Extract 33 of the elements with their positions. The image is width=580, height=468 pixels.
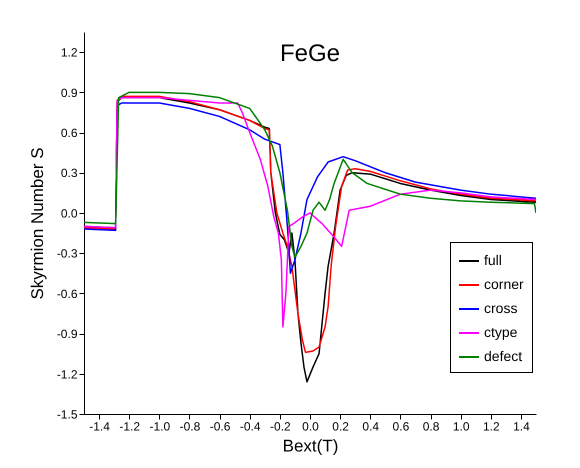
x-tick-label: -1.0 <box>149 420 170 434</box>
y-tick-label: 0.0 <box>60 206 78 220</box>
y-tick-label: -1.2 <box>56 367 78 382</box>
y-tick-label: 0.9 <box>60 86 78 100</box>
x-tick-label: -1.2 <box>119 420 140 434</box>
x-tick-label: 0.2 <box>332 420 350 434</box>
legend-label: full <box>484 252 502 268</box>
x-tick-label: -1.4 <box>89 420 110 434</box>
x-tick-label: -0.4 <box>240 420 261 434</box>
y-tick-label: -0.3 <box>56 246 78 261</box>
y-tick-label: 0.3 <box>60 166 78 180</box>
x-tick-label: 1.0 <box>452 420 470 434</box>
x-tick-label: 0.0 <box>302 420 320 434</box>
x-tick-label: 0.4 <box>362 420 380 434</box>
chart-title: FeGe <box>280 40 340 67</box>
x-tick-label: -0.6 <box>210 420 231 434</box>
legend-label: corner <box>484 276 524 292</box>
x-tick-label: 1.4 <box>513 420 530 434</box>
y-tick-label: 1.2 <box>60 46 78 60</box>
y-tick-label: -0.6 <box>56 286 78 301</box>
x-tick-label: -0.8 <box>180 420 201 434</box>
x-axis-title: Bext(T) <box>282 436 338 456</box>
y-axis-title: Skyrmion Number S <box>28 147 47 300</box>
x-tick-label: -0.2 <box>270 420 292 434</box>
legend-label: cross <box>484 300 518 316</box>
x-tick-label: 0.8 <box>422 420 440 434</box>
x-tick-label: 1.2 <box>482 420 500 434</box>
y-tick-label: -0.9 <box>56 327 78 342</box>
legend-label: ctype <box>484 324 518 340</box>
y-tick-label: 0.6 <box>60 126 78 140</box>
legend-label: defect <box>484 348 522 364</box>
y-tick-label: -1.5 <box>56 408 78 422</box>
x-tick-label: 0.6 <box>392 420 410 434</box>
